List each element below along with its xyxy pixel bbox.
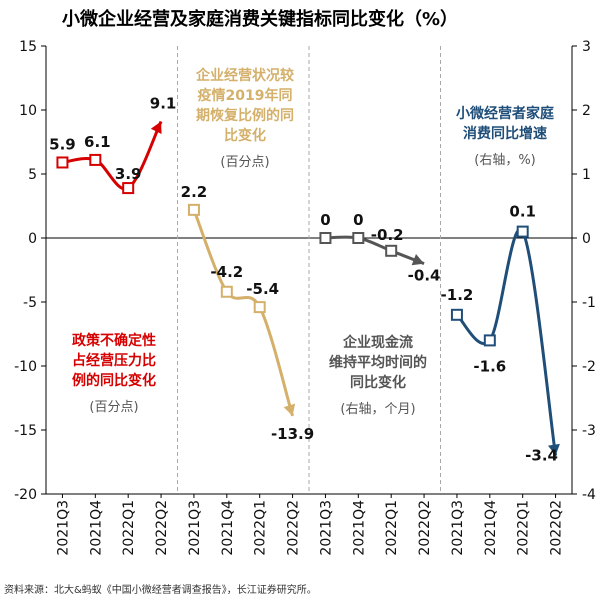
series-annotation-gold: 期恢复比例的同 xyxy=(196,107,294,124)
series-annotation-blue: 消费同比增速 xyxy=(463,125,547,142)
series-annotation-gold: 疫情2019年同 xyxy=(198,87,293,104)
data-label-red: 9.1 xyxy=(150,95,177,113)
x-tick-label: 2021Q3 xyxy=(187,500,203,556)
right-tick-label: -3 xyxy=(582,423,596,439)
data-label-gold: -5.4 xyxy=(246,280,279,298)
series-annotation-gold: 企业经营状况较 xyxy=(195,67,294,84)
series-marker-blue xyxy=(450,308,463,321)
x-tick-label: 2021Q4 xyxy=(88,500,104,556)
series-line-gray xyxy=(325,235,425,265)
data-label-blue: 0.1 xyxy=(509,203,536,221)
series-annotation-red: 政策不确定性 xyxy=(72,332,156,349)
left-tick-label: -5 xyxy=(23,295,37,311)
right-tick-label: -1 xyxy=(582,295,596,311)
series-annotation-red: 占经营压力比 xyxy=(72,352,156,369)
series-annotation-gray: 企业现金流 xyxy=(342,334,413,351)
left-tick-label: 5 xyxy=(28,167,37,183)
series-line-red xyxy=(62,120,163,191)
x-tick-label: 2021Q3 xyxy=(450,500,466,556)
series-arrow-gold xyxy=(283,403,296,416)
series-marker-gold xyxy=(220,285,233,298)
data-label-gold: -13.9 xyxy=(271,425,314,443)
series-annotation-unit-gold: (百分点) xyxy=(220,155,269,170)
series-arrow-blue xyxy=(548,443,560,456)
left-tick-label: 15 xyxy=(19,39,37,55)
left-tick-label: 0 xyxy=(28,231,37,247)
data-label-gold: -4.2 xyxy=(210,263,243,281)
right-tick-label: 1 xyxy=(582,167,591,183)
series-annotation-unit-blue: (右轴，%) xyxy=(474,153,536,168)
x-tick-label: 2022Q1 xyxy=(121,500,137,556)
data-label-red: 5.9 xyxy=(49,135,76,153)
series-marker-gray xyxy=(319,232,332,244)
series-layer xyxy=(56,120,560,456)
series-arrow-red xyxy=(150,121,162,135)
chart-title: 小微企业经营及家庭消费关键指标同比变化（%） xyxy=(62,8,458,30)
left-tick-label: -10 xyxy=(14,359,37,375)
x-tick-label: 2021Q3 xyxy=(55,500,71,556)
left-tick-label: 10 xyxy=(19,103,37,119)
data-label-gray: -0.4 xyxy=(408,267,441,285)
data-label-gray: 0 xyxy=(353,211,363,229)
data-label-red: 6.1 xyxy=(84,133,111,151)
series-marker-red xyxy=(122,182,135,195)
series-marker-gray xyxy=(352,232,365,244)
data-label-blue: -3.4 xyxy=(525,447,558,465)
series-annotation-red: 例的同比变化 xyxy=(72,372,156,389)
data-label-blue: -1.6 xyxy=(473,357,506,375)
right-tick-label: -2 xyxy=(582,359,596,375)
right-tick-label: 3 xyxy=(582,39,591,55)
x-tick-label: 2022Q2 xyxy=(417,500,433,556)
series-annotation-gray: 维持平均时间的 xyxy=(329,354,427,371)
series-marker-gold xyxy=(253,301,266,314)
x-tick-label: 2022Q1 xyxy=(253,500,269,556)
x-tick-label: 2021Q4 xyxy=(483,500,499,556)
series-line-blue xyxy=(455,227,558,456)
data-label-gold: 2.2 xyxy=(181,183,208,201)
right-tick-label: 2 xyxy=(582,103,591,119)
x-tick-label: 2022Q2 xyxy=(154,500,170,556)
series-arrow-gray xyxy=(411,254,425,266)
series-annotation-gold: 比变化 xyxy=(224,127,266,144)
source-note: 资料来源：北大&蚂蚁《中国小微经营者调查报告》，长江证券研究所。 xyxy=(4,583,317,596)
right-tick-label: 0 xyxy=(582,231,591,247)
series-annotation-unit-red: (百分点) xyxy=(89,400,138,415)
data-label-gray: -0.2 xyxy=(371,226,404,244)
series-marker-red xyxy=(89,153,102,166)
series-marker-blue xyxy=(516,225,529,238)
left-tick-label: -15 xyxy=(14,423,37,439)
series-annotation-unit-gray: (右轴，个月) xyxy=(340,402,415,417)
series-annotation-blue: 小微经营者家庭 xyxy=(456,105,555,122)
series-marker-gray xyxy=(385,244,398,257)
series-line-gold xyxy=(192,209,294,417)
x-tick-label: 2022Q1 xyxy=(516,500,532,556)
data-label-red: 3.9 xyxy=(115,165,142,183)
x-tick-label: 2022Q2 xyxy=(286,500,302,556)
right-tick-label: -4 xyxy=(582,487,596,503)
x-tick-label: 2021Q3 xyxy=(318,500,334,556)
left-tick-label: -20 xyxy=(14,487,37,503)
series-marker-gold xyxy=(187,203,200,216)
series-marker-red xyxy=(56,156,69,169)
data-label-gray: 0 xyxy=(320,211,330,229)
x-tick-label: 2021Q4 xyxy=(220,500,236,556)
data-label-blue: -1.2 xyxy=(441,286,474,304)
x-tick-label: 2022Q2 xyxy=(549,500,565,556)
x-tick-label: 2022Q1 xyxy=(384,500,400,556)
series-marker-blue xyxy=(483,334,496,347)
series-annotation-gray: 同比变化 xyxy=(350,374,406,391)
x-tick-label: 2021Q4 xyxy=(351,500,367,556)
